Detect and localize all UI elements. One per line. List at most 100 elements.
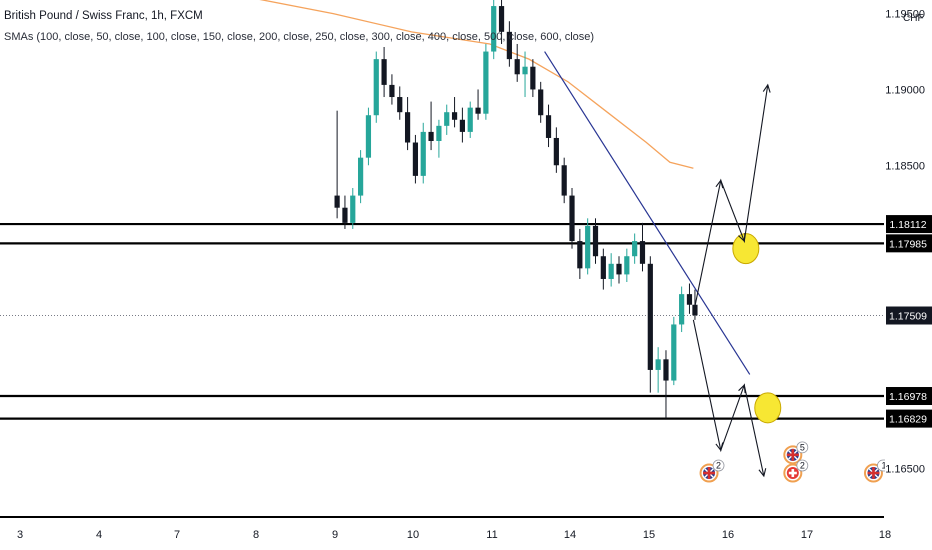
candle[interactable] [671, 316, 677, 386]
candle-body [381, 59, 387, 85]
level-price-tag [886, 234, 932, 253]
candle[interactable] [459, 107, 465, 143]
candle-body [585, 225, 591, 269]
candle-body [522, 66, 528, 75]
candle[interactable] [381, 47, 387, 98]
candle[interactable] [444, 104, 450, 135]
candle[interactable] [412, 134, 419, 184]
time-tick-label: 16 [722, 529, 734, 541]
candle-body [389, 84, 395, 98]
event-count: 5 [800, 442, 805, 452]
candle-body [600, 256, 606, 279]
candle[interactable] [436, 119, 442, 158]
candle[interactable] [397, 86, 403, 120]
candle[interactable] [616, 256, 622, 284]
candle[interactable] [498, 0, 505, 44]
candle[interactable] [373, 51, 379, 123]
event-marker[interactable]: 5 [783, 441, 809, 465]
candle[interactable] [334, 110, 340, 219]
candle[interactable] [545, 104, 552, 148]
candle[interactable] [451, 97, 458, 128]
price-axis-background [885, 0, 932, 550]
candle[interactable] [632, 233, 638, 264]
candle[interactable] [467, 101, 473, 138]
candle-body [663, 359, 669, 381]
candle[interactable] [600, 248, 606, 290]
time-axis: 3 4 7 8 9 10 11 14 15 16 17 18 [0, 516, 891, 541]
projection-path [692, 319, 765, 477]
time-tick-label: 15 [643, 529, 655, 541]
candle[interactable] [522, 51, 528, 98]
event-count: 2 [800, 461, 805, 471]
candle-body [451, 112, 458, 120]
price-tick-label: 1.16500 [885, 463, 925, 475]
candles[interactable] [334, 0, 698, 419]
highlight-circle [732, 233, 760, 265]
candle[interactable] [389, 74, 395, 105]
event-count-badge [712, 459, 725, 472]
candle[interactable] [538, 81, 544, 123]
sma-line-group [259, 0, 694, 169]
price-tick-label: 1.19500 [885, 9, 925, 21]
candle[interactable] [553, 127, 559, 173]
candle-body [569, 195, 575, 242]
candle-body [358, 157, 364, 196]
candle[interactable] [577, 228, 583, 279]
level-price-tag [886, 409, 932, 428]
candle-body [444, 112, 450, 126]
candle[interactable] [686, 283, 693, 314]
candle[interactable] [342, 195, 348, 229]
candle[interactable] [647, 256, 653, 393]
candle[interactable] [506, 21, 512, 67]
candle[interactable] [639, 222, 646, 272]
candle[interactable] [561, 157, 567, 204]
candle-body [365, 115, 372, 158]
candle[interactable] [655, 347, 661, 393]
event-marker[interactable]: 2 [783, 459, 809, 483]
candle-body [373, 59, 379, 116]
candle[interactable] [663, 350, 669, 419]
candle[interactable] [475, 89, 481, 120]
candle[interactable] [365, 107, 372, 166]
candle-body [538, 89, 544, 116]
candle[interactable] [569, 188, 575, 249]
candle[interactable] [624, 248, 630, 282]
candle-body [342, 207, 348, 223]
candle-body [679, 294, 685, 325]
currency-label: CHF [903, 13, 924, 24]
time-tick-label: 3 [17, 529, 23, 541]
level-price-tag-label: 1.18112 [889, 219, 926, 231]
candle-body [350, 195, 356, 223]
candle[interactable] [428, 101, 434, 151]
candle-body [632, 241, 638, 257]
candle-body [436, 125, 442, 141]
candle[interactable] [608, 253, 614, 287]
candle[interactable] [585, 218, 591, 275]
candle[interactable] [514, 43, 520, 82]
candle[interactable] [530, 59, 536, 98]
candle-body [545, 115, 552, 138]
candle[interactable] [483, 43, 489, 120]
candle[interactable] [420, 122, 426, 184]
time-tick-label: 14 [564, 529, 576, 541]
arrow-head [715, 179, 724, 189]
candle-body [624, 256, 630, 275]
level-price-tag-label: 1.16978 [889, 391, 927, 403]
candle[interactable] [592, 218, 599, 264]
candle-body [498, 6, 505, 32]
event-marker[interactable]: 2 [699, 459, 725, 483]
event-count-badge [796, 459, 809, 472]
candle[interactable] [404, 97, 411, 151]
arrow-head [738, 383, 746, 394]
price-tick-label: 1.19000 [885, 84, 925, 96]
candle[interactable] [358, 150, 364, 204]
candle[interactable] [679, 286, 685, 333]
time-tick-label: 8 [253, 529, 259, 541]
candle[interactable] [350, 188, 356, 229]
candle-body [491, 6, 497, 52]
candle-body [577, 241, 583, 269]
candle-body [616, 263, 622, 275]
candle[interactable] [491, 0, 497, 60]
